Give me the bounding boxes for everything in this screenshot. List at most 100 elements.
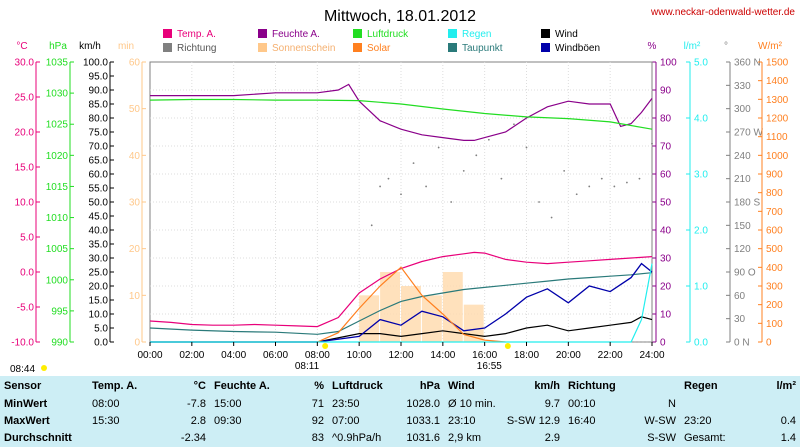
axis-tick-label: 2.0 <box>694 226 708 237</box>
axis-tick-label: 40.0 <box>89 226 109 237</box>
axis-tick-label: 20.0 <box>15 128 35 139</box>
direction-point <box>379 185 381 188</box>
axis-tick-label: 60 <box>734 291 746 302</box>
direction-point <box>437 146 440 149</box>
stats-cell: 07:00 <box>332 415 360 427</box>
series-humidity <box>150 83 653 141</box>
sunshine-bar <box>442 272 463 342</box>
direction-point <box>400 193 402 196</box>
stats-cell <box>88 430 150 447</box>
stats-cell: 9.7 <box>544 398 560 410</box>
axis-tick-label: 60 <box>129 58 141 69</box>
axis-tick-label: 5.0 <box>694 58 708 69</box>
axis-tick-label: 70 <box>660 142 672 153</box>
axis-tick-label: 90.0 <box>89 86 109 97</box>
axis-tick-label: 10 <box>129 291 141 302</box>
legend-swatch <box>163 43 172 52</box>
legend-label: Richtung <box>177 43 216 54</box>
chart-axes: °C 30.0 25.0 20.0 15.0 10.0 5.0 0.0 -5.0 -10.0 hPa… <box>11 41 788 349</box>
stats-cell: 16:40 <box>568 415 596 427</box>
stats-cell: 2.9 <box>544 432 560 444</box>
axis-tick-label: -10.0 <box>11 338 34 349</box>
direction-point <box>525 146 528 149</box>
legend-swatch <box>353 43 362 52</box>
stats-cell: 83 <box>311 432 324 444</box>
stats-cell: 2.8 <box>190 415 206 427</box>
direction-point <box>513 123 515 126</box>
axis-tick-label: 25.0 <box>89 268 109 279</box>
legend-swatch <box>448 43 457 52</box>
axis-tick-label: 1030 <box>46 89 69 100</box>
legend-label: Wind <box>555 29 578 40</box>
stats-cell <box>748 396 800 413</box>
stats-row-label: MaxWert <box>4 415 50 427</box>
chart-plot <box>149 83 653 343</box>
sunshine-bar <box>359 295 380 342</box>
sunshine-bar <box>380 272 400 342</box>
stats-cell: 1028.0 <box>406 398 440 410</box>
axis-tick-label: 30.0 <box>15 58 35 69</box>
axis-tick-label: 75.0 <box>89 128 109 139</box>
axis-tick-label: 240 <box>734 151 751 162</box>
stats-row-label: Durchschnitt <box>4 432 72 444</box>
left-time-label: 08:44 <box>10 364 35 375</box>
axis-tick-label: 100 <box>660 58 677 69</box>
axis-tick-label: 20 <box>129 244 141 255</box>
axis-tick-label: 0 N <box>734 338 750 349</box>
stats-header-cell: Wind <box>448 380 475 392</box>
axis-tick-label: 300 <box>734 104 751 115</box>
stats-cell: S-SW <box>647 432 676 444</box>
direction-point <box>475 154 478 157</box>
stats-cell <box>210 430 278 447</box>
direction-point <box>487 138 490 141</box>
legend-label: Windböen <box>555 43 600 54</box>
axis-tick-label: 5.0 <box>20 233 34 244</box>
axis-unit-label: °C <box>16 41 27 52</box>
stats-cell: 23:50 <box>332 398 360 410</box>
axis-tick-label: 1000 <box>766 151 789 162</box>
axis-tick-label: 10 <box>660 310 672 321</box>
site-link[interactable]: www.neckar-odenwald-wetter.de <box>650 7 795 18</box>
direction-point <box>588 185 591 188</box>
stats-header-cell: % <box>314 380 324 392</box>
stats-cell: Ø 10 min. <box>448 398 496 410</box>
stats-cell: 1.4 <box>780 432 796 444</box>
stats-header-cell: Feuchte A. <box>214 380 270 392</box>
axis-tick-label: 200 <box>766 300 783 311</box>
axis-tick-label: 30 <box>129 198 141 209</box>
legend-label: Sonnenschein <box>272 43 335 54</box>
axis-tick-label: 1.0 <box>694 282 708 293</box>
legend-swatch <box>163 29 172 38</box>
x-tick-label: 14:00 <box>430 350 455 361</box>
stats-header-cell: Luftdruck <box>332 380 383 392</box>
direction-point <box>370 224 373 227</box>
axis-tick-label: 1005 <box>46 244 69 255</box>
axis-tick-label: 50 <box>129 104 141 115</box>
axis-tick-label: 0.0 <box>694 338 708 349</box>
legend-swatch <box>258 43 267 52</box>
axis-tick-label: 900 <box>766 170 783 181</box>
x-tick-label: 02:00 <box>179 350 204 361</box>
stats-table: Sensor Temp. A. °C Feuchte A.% Luftdruck hPa W… <box>0 376 800 447</box>
stats-cell: 1031.6 <box>406 432 440 444</box>
axis-tick-label: 90 O <box>734 268 756 279</box>
axis-tick-label: 55.0 <box>89 184 109 195</box>
axis-tick-label: 95.0 <box>89 72 109 83</box>
direction-point <box>450 201 453 203</box>
axis-unit-label: ° <box>724 41 728 52</box>
axis-tick-label: 1020 <box>46 151 69 162</box>
direction-point <box>651 142 653 145</box>
axis-tick-label: 85.0 <box>89 100 109 111</box>
axis-tick-label: 40 <box>129 151 141 162</box>
sunshine-bar <box>463 304 484 342</box>
series-temp <box>149 251 653 328</box>
legend-swatch <box>448 29 457 38</box>
axis-tick-label: 0.0 <box>94 338 108 349</box>
legend-label: Luftdruck <box>367 29 409 40</box>
axis-tick-label: 40 <box>660 226 672 237</box>
stats-header-cell: hPa <box>419 380 440 392</box>
axis-unit-label: % <box>648 41 657 52</box>
legend-label: Taupunkt <box>462 43 503 54</box>
direction-point <box>412 162 415 165</box>
x-tick-label: 12:00 <box>388 350 413 361</box>
